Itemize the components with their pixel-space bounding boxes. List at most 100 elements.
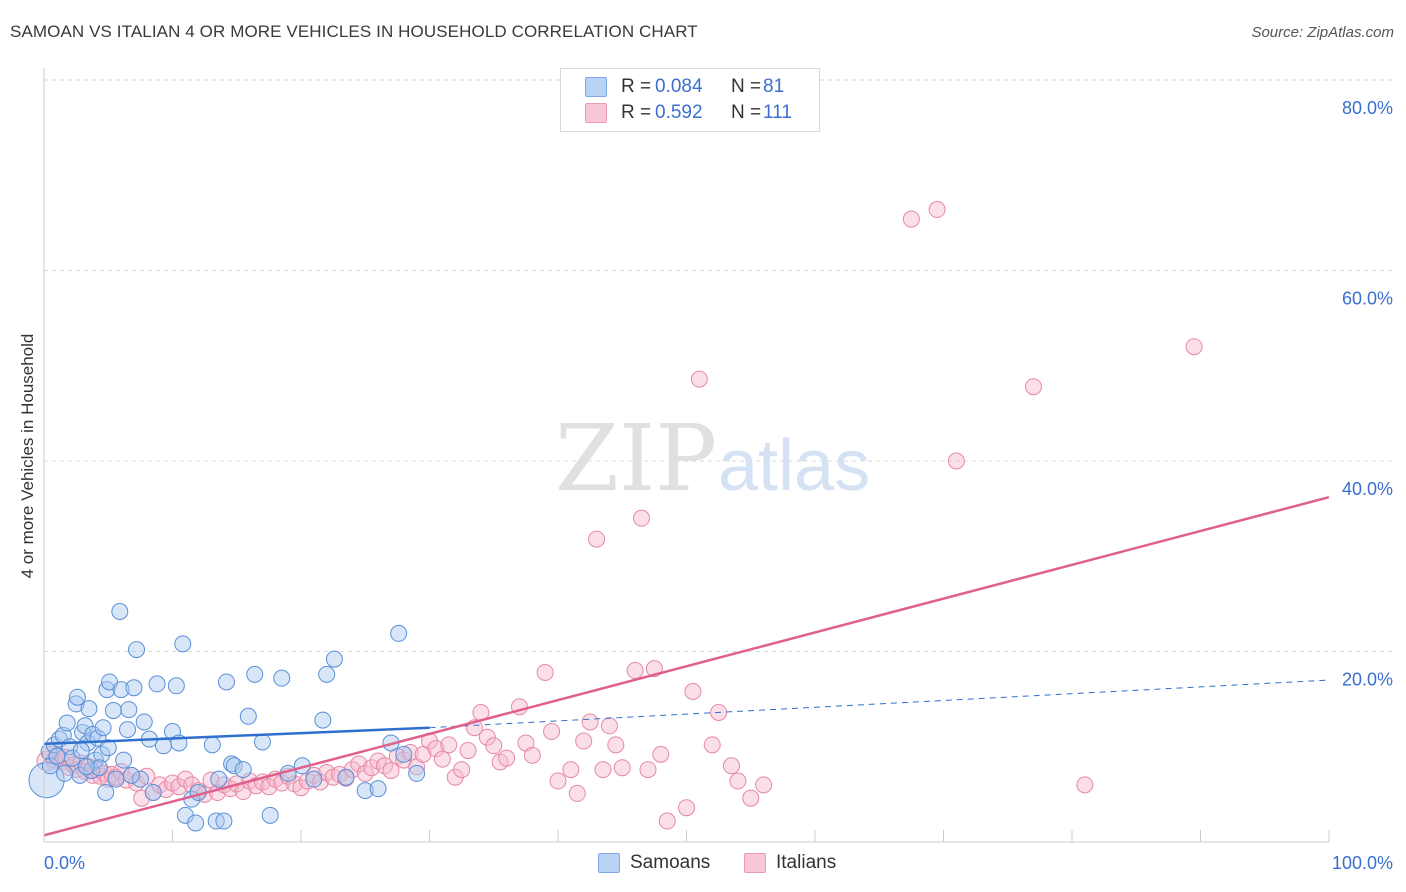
italian-point bbox=[722, 757, 740, 775]
samoan-point bbox=[112, 681, 130, 699]
legend-row-samoans: R = 0.084 N = 81 bbox=[585, 75, 784, 99]
italian-point bbox=[600, 717, 618, 735]
samoan-point bbox=[94, 719, 112, 737]
italian-point bbox=[678, 799, 695, 817]
chart-title: SAMOAN VS ITALIAN 4 OR MORE VEHICLES IN … bbox=[10, 22, 698, 41]
italian-point bbox=[427, 740, 445, 758]
legend-swatch-italians bbox=[585, 103, 607, 123]
samoan-point bbox=[93, 745, 111, 763]
samoan-point bbox=[58, 714, 76, 732]
italian-point bbox=[607, 736, 625, 754]
samoans-label: Samoans bbox=[630, 852, 711, 873]
italian-point bbox=[440, 736, 458, 754]
y-tick-label: 40.0% bbox=[1342, 479, 1393, 499]
italian-point bbox=[298, 772, 316, 790]
samoan-point bbox=[356, 782, 374, 800]
italian-point bbox=[543, 723, 561, 741]
italian-point bbox=[588, 530, 606, 548]
samoan-point bbox=[67, 695, 85, 713]
samoan-point bbox=[72, 742, 90, 760]
legend-n-value: 111 bbox=[763, 102, 792, 123]
italian-point bbox=[703, 736, 721, 754]
samoan-point bbox=[337, 768, 355, 786]
watermark-atlas: atlas bbox=[718, 426, 870, 506]
samoan-point bbox=[217, 673, 235, 691]
italian-point bbox=[652, 745, 670, 763]
samoan-point bbox=[246, 665, 264, 683]
italian-point bbox=[176, 770, 194, 788]
samoan-point bbox=[239, 707, 257, 725]
italian-point bbox=[273, 774, 291, 792]
samoan-point bbox=[144, 783, 162, 801]
samoan-point bbox=[314, 711, 332, 729]
samoan-trend-extension bbox=[429, 679, 1330, 729]
samoan-point bbox=[111, 602, 129, 620]
italian-point bbox=[575, 732, 593, 750]
samoan-point bbox=[210, 770, 228, 788]
italian-point bbox=[928, 201, 946, 219]
trend-lines bbox=[43, 495, 1330, 837]
legend: R = 0.084 N = 81 R = 0.592 N = 111 bbox=[560, 68, 820, 132]
legend-swatch-samoans bbox=[585, 77, 607, 97]
samoan-point bbox=[261, 806, 279, 824]
italian-point bbox=[568, 784, 586, 802]
samoan-point bbox=[395, 745, 413, 763]
italian-point bbox=[1076, 776, 1094, 794]
italian-point bbox=[742, 789, 760, 807]
samoan-point bbox=[174, 635, 192, 653]
italian-point bbox=[639, 761, 657, 779]
italian-point bbox=[690, 370, 708, 388]
samoan-point bbox=[369, 780, 387, 798]
italian-point bbox=[305, 766, 323, 784]
samoan-point bbox=[120, 701, 138, 719]
samoan-point bbox=[305, 770, 323, 788]
samoans-swatch bbox=[598, 853, 620, 873]
y-tick-label: 80.0% bbox=[1342, 98, 1393, 118]
italians-label: Italians bbox=[776, 852, 837, 873]
samoan-point bbox=[68, 688, 86, 706]
samoan-point bbox=[28, 761, 65, 799]
legend-n-value: 81 bbox=[763, 76, 785, 97]
series-legend-italians: Italians bbox=[744, 852, 836, 874]
samoan-point bbox=[253, 733, 271, 751]
series-legend-samoans: Samoans bbox=[598, 852, 710, 874]
watermark: ZIP atlas bbox=[555, 405, 870, 512]
italian-point bbox=[478, 728, 496, 746]
samoan-point bbox=[80, 700, 98, 718]
samoan-point bbox=[225, 757, 243, 775]
legend-r-value: 0.592 bbox=[655, 102, 703, 123]
italian-point bbox=[356, 764, 374, 782]
italian-point bbox=[1024, 378, 1042, 396]
italian-point bbox=[401, 743, 419, 761]
legend-n-label: N = bbox=[731, 76, 762, 97]
samoan-point bbox=[203, 736, 221, 754]
samoan-trend-line bbox=[43, 726, 430, 746]
samoan-point bbox=[125, 679, 143, 697]
y-axis-label: 4 or more Vehicles in Household bbox=[18, 334, 37, 579]
italian-point bbox=[626, 662, 644, 680]
italian-point bbox=[1185, 338, 1203, 356]
legend-r-label: R = bbox=[621, 102, 652, 123]
samoan-point bbox=[390, 624, 408, 642]
samoan-point bbox=[318, 665, 336, 683]
samoan-point bbox=[104, 702, 122, 720]
italian-point bbox=[902, 210, 920, 228]
samoan-point bbox=[74, 723, 92, 741]
italian-point bbox=[523, 746, 541, 764]
italian-point bbox=[684, 683, 702, 701]
italian-point bbox=[562, 761, 580, 779]
y-tick-label: 20.0% bbox=[1342, 670, 1393, 690]
samoan-points bbox=[28, 602, 426, 832]
grid-layer bbox=[44, 79, 1392, 652]
italian-point bbox=[613, 759, 631, 777]
samoan-point bbox=[77, 758, 95, 776]
samoan-point bbox=[115, 751, 133, 769]
italian-point bbox=[363, 759, 381, 777]
samoan-point bbox=[128, 641, 146, 659]
samoan-point bbox=[215, 812, 233, 830]
samoan-point bbox=[90, 759, 108, 777]
samoan-point bbox=[408, 764, 426, 782]
samoan-point bbox=[148, 675, 166, 693]
italian-point bbox=[594, 761, 612, 779]
italian-point bbox=[453, 761, 471, 779]
